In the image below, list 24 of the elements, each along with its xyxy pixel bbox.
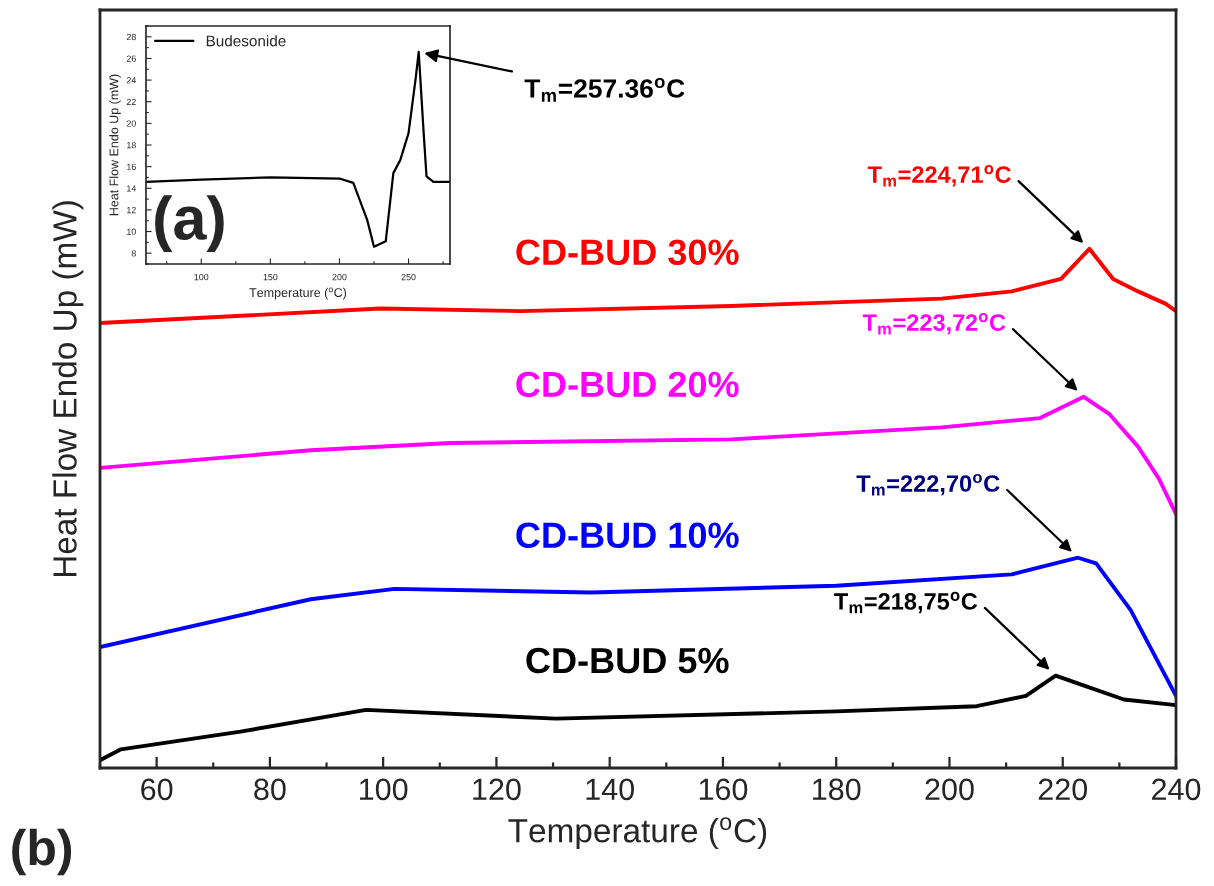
x-tick-label: 200 [925, 778, 974, 801]
x-tick-label: 100 [360, 778, 408, 801]
y-axis-title: Heat Flow Endo Up (mW) [52, 201, 84, 577]
series-label: CD-BUD 30% [516, 239, 739, 266]
x-tick-label: 160 [699, 778, 748, 801]
x-tick-label: 180 [813, 778, 861, 801]
annotation: T$_{m}$=223,72$^{o}$C [862, 313, 1006, 335]
line-series [146, 50, 450, 248]
annotation: T$_{m}$=257.36$^{o}$C [524, 77, 685, 102]
x-tick-label: 240 [1152, 778, 1201, 801]
x-tick-label: 220 [1038, 778, 1088, 801]
annotation: T$_{m}$=224,71$^{o}$C [867, 165, 1011, 187]
x-tick-label: 120 [473, 778, 521, 801]
series-label: CD-BUD 10% [516, 522, 739, 549]
annotation: (a) [155, 195, 224, 253]
series-label: CD-BUD 5% [526, 647, 729, 674]
text: (b) [12, 828, 72, 876]
x-axis-title: Temperature ($^{o}$C) [508, 817, 767, 850]
x-tick-label: 140 [586, 778, 634, 801]
annotation: T$_{m}$=218,75$^{o}$C [834, 591, 978, 614]
series-label: CD-BUD 20% [516, 371, 739, 398]
x-tick-label: 80 [254, 778, 286, 801]
annotation: T$_{m}$=222,70$^{o}$C [856, 474, 1000, 496]
x-tick-label: 60 [141, 778, 173, 801]
